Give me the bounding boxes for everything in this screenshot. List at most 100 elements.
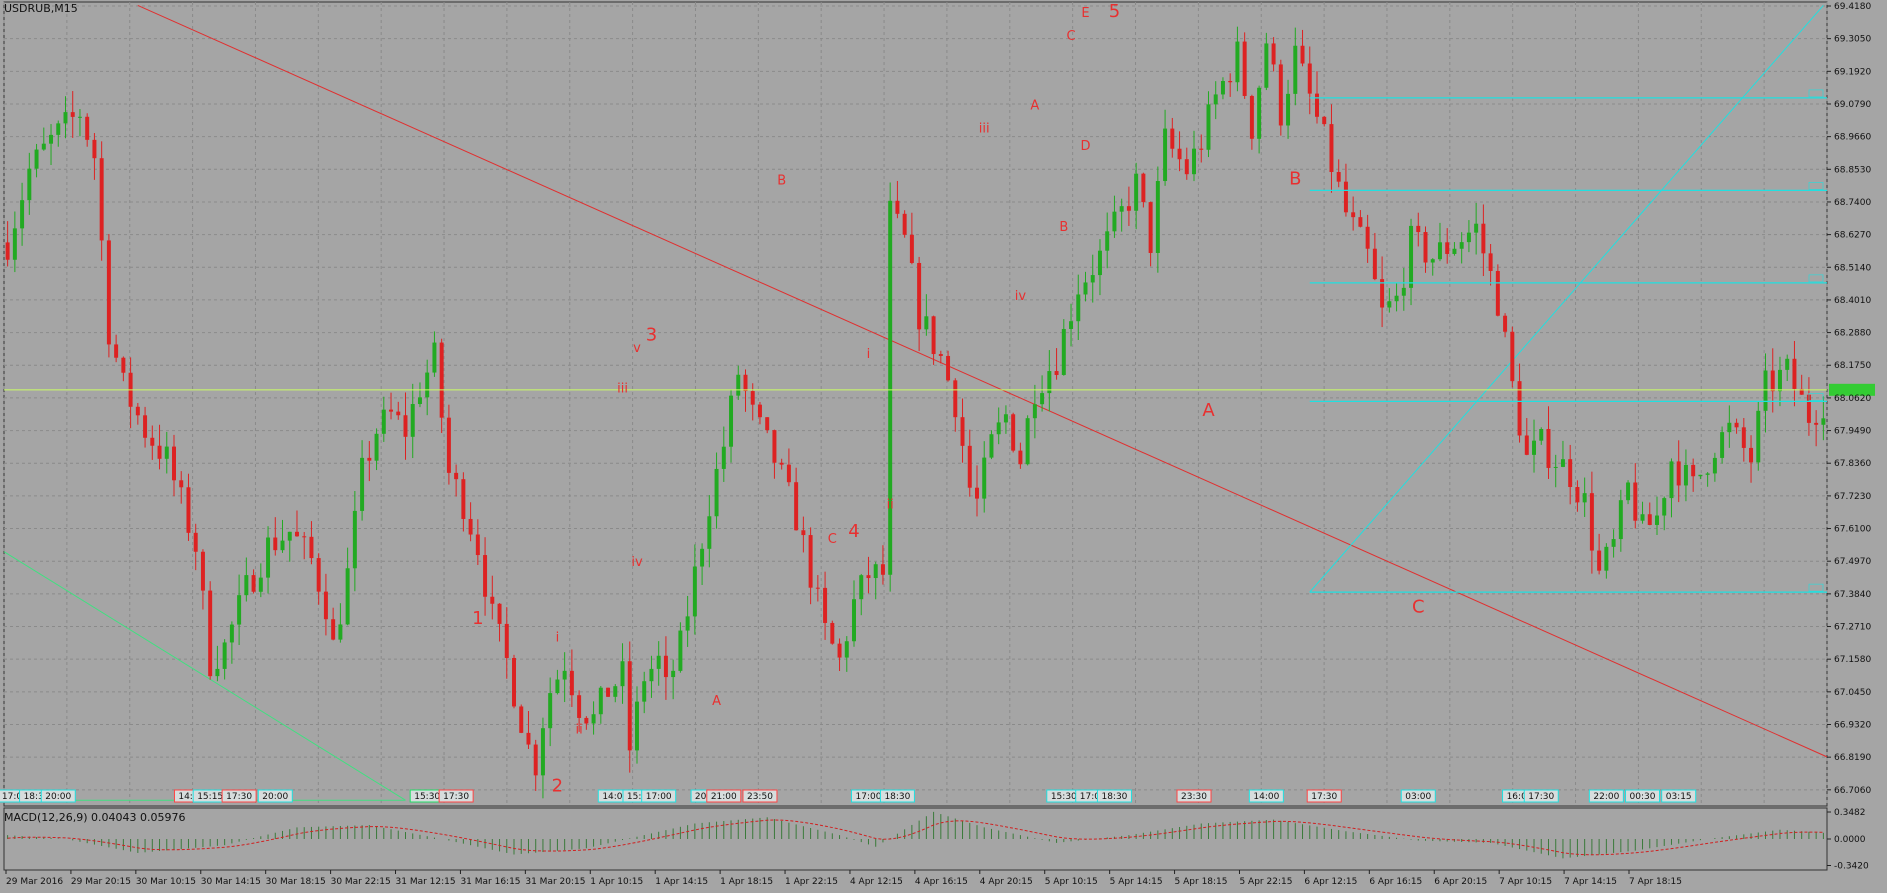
candle-body (490, 596, 495, 604)
candle-body (143, 415, 148, 438)
fib-level-marker (1808, 583, 1824, 592)
candle-body (323, 591, 328, 620)
time-tag-box (706, 789, 742, 803)
candle-body (258, 577, 263, 592)
candle-body (34, 149, 39, 169)
candle-body (1727, 422, 1732, 433)
candle-body (150, 437, 155, 446)
candle-body (1018, 450, 1023, 465)
time-tag: 03:15 (1666, 792, 1692, 802)
wave-label: i (556, 630, 560, 645)
x-tick-label: 4 Apr 12:15 (850, 877, 903, 887)
wave-label: E (1081, 6, 1089, 21)
y-tick-label: 66.9320 (1834, 720, 1871, 730)
candle-body (584, 717, 589, 724)
price-frame (3, 1, 1828, 807)
price-tag (1829, 383, 1875, 396)
candle-body (1618, 500, 1623, 540)
candle-body (302, 536, 307, 538)
candle-body (866, 575, 871, 579)
candle-body (403, 415, 408, 437)
y-tick-label: 66.7060 (1834, 786, 1871, 796)
indicator-label: MACD(12,26,9) 0.04043 0.05976 (4, 811, 186, 824)
candle-body (280, 540, 285, 551)
overlays (4, 89, 1875, 593)
wave-label: 5 (1109, 1, 1120, 22)
macd-signal-line (7, 819, 1824, 856)
wave-label: D (1080, 139, 1090, 154)
candle-body (1213, 94, 1218, 105)
candle-body (1134, 173, 1139, 211)
candle-body (432, 342, 437, 373)
candle-body (700, 548, 705, 567)
wave-label: iii (617, 382, 628, 397)
candle-body (1437, 242, 1442, 260)
time-tag: 15:30 (414, 792, 440, 802)
candle-body (1307, 63, 1312, 94)
candle-body (338, 624, 343, 640)
candle-body (1076, 294, 1081, 322)
candle-body (526, 732, 531, 745)
y-tick-label: 67.2710 (1834, 623, 1871, 633)
candle-body (1662, 498, 1667, 516)
price-candles (5, 26, 1826, 799)
candle-body (1640, 514, 1645, 521)
candle-body (1539, 428, 1544, 441)
candle-body (729, 395, 734, 447)
candle-body (1083, 282, 1088, 295)
candle-body (49, 134, 54, 144)
candle-body (1705, 473, 1710, 475)
candle-body (1170, 128, 1175, 149)
x-tick-label: 6 Apr 20:15 (1434, 877, 1487, 887)
candle-body (497, 603, 502, 624)
time-tag: 03:00 (1405, 792, 1431, 802)
candle-body (975, 487, 979, 499)
time-tag: 17:00 (2, 792, 28, 802)
x-tick-label: 29 Mar 20:15 (71, 877, 131, 887)
candle-body (685, 616, 690, 631)
candle-body (1315, 93, 1319, 117)
candle-body (1365, 226, 1370, 249)
y-tick-label: 67.4970 (1834, 557, 1871, 567)
time-tag: 17:00 (1080, 792, 1106, 802)
x-tick-label: 29 Mar 2016 (6, 877, 63, 887)
candle-body (577, 695, 582, 718)
candle-body (389, 409, 394, 412)
candle-body (1741, 427, 1746, 448)
y-tick-label: 68.2880 (1834, 329, 1871, 339)
candle-body (1380, 279, 1385, 308)
time-tag-box (1248, 789, 1284, 803)
x-tick-label: 30 Mar 18:15 (266, 877, 326, 887)
candle-body (56, 123, 61, 135)
candle-body (707, 516, 712, 549)
candle-body (1199, 148, 1204, 150)
time-tag-box (879, 789, 915, 803)
y-tick-label: 69.3050 (1834, 35, 1871, 45)
time-tag-box (1096, 789, 1132, 803)
candle-body (1466, 232, 1471, 243)
wave-label: B (1059, 220, 1068, 235)
candle-body (1003, 414, 1008, 423)
candle-body (417, 397, 422, 405)
candle-body (548, 693, 553, 729)
candle-body (1669, 461, 1674, 499)
time-tag: 17:30 (443, 792, 469, 802)
candle-body (1401, 287, 1406, 296)
candle-body (294, 531, 299, 537)
candle-body (1220, 80, 1225, 95)
candle-body (533, 744, 538, 776)
candle-body (1683, 464, 1688, 486)
time-tag: 17:30 (1528, 792, 1554, 802)
time-tag: 17:30 (1311, 792, 1337, 802)
time-tag-box (1588, 789, 1624, 803)
x-tick-label: 5 Apr 10:15 (1045, 877, 1098, 887)
x-tick-label: 1 Apr 10:15 (590, 877, 643, 887)
time-tag-box (1625, 789, 1661, 803)
y-tick-label: 68.9660 (1834, 133, 1871, 143)
candle-body (902, 213, 907, 235)
candle-body (483, 555, 488, 597)
candle-body (772, 430, 777, 463)
candle-body (316, 558, 321, 592)
